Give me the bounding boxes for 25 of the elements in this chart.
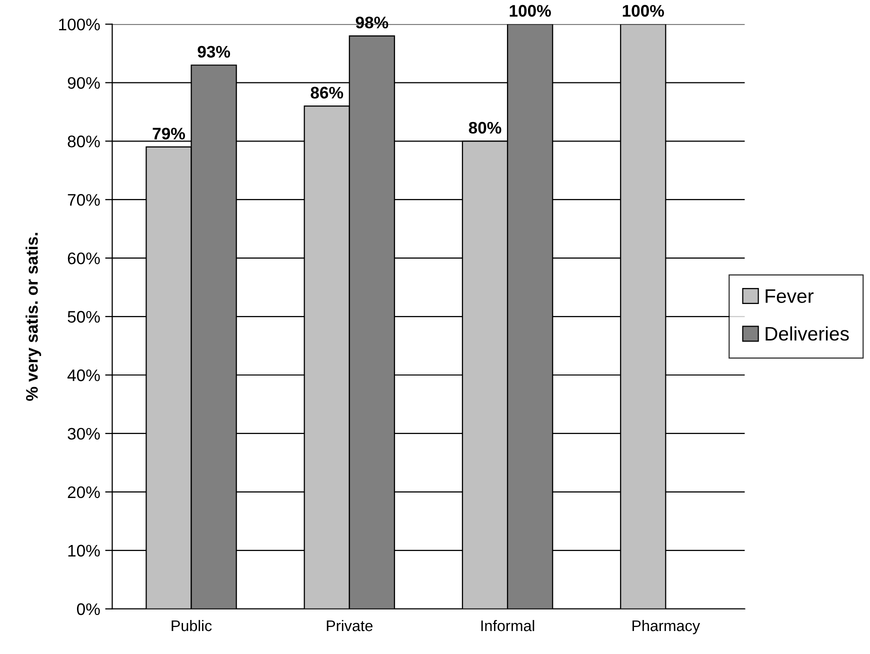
y-tick-label: 60%: [68, 252, 100, 264]
y-tick-label: 20%: [68, 486, 100, 498]
data-label: 100%: [622, 4, 664, 17]
x-tick-label: Pharmacy: [632, 620, 700, 634]
legend-label: Deliveries: [766, 326, 849, 341]
y-tick-label: 90%: [68, 77, 100, 89]
data-label: 93%: [198, 46, 230, 58]
y-tick-label: 100%: [59, 18, 100, 30]
y-tick-label: 50%: [68, 310, 100, 323]
y-axis-title: % very satis. or satis.: [26, 232, 42, 401]
y-tick-label: 30%: [68, 428, 100, 440]
y-tick-label: 70%: [68, 194, 100, 206]
data-label: 86%: [310, 86, 344, 99]
data-label: 98%: [356, 16, 388, 28]
y-tick-label: 0%: [76, 603, 100, 616]
data-label: 80%: [468, 122, 502, 134]
x-tick-label: Private: [326, 620, 373, 632]
y-tick-label: 40%: [67, 369, 100, 382]
data-label: 100%: [510, 4, 551, 17]
y-tick-label: 10%: [68, 544, 100, 557]
legend-label: Fever: [766, 289, 814, 303]
x-tick-label: Public: [172, 620, 212, 632]
x-tick-label: Informal: [481, 620, 534, 632]
data-label: 79%: [152, 128, 185, 140]
y-tick-label: 80%: [68, 136, 100, 148]
